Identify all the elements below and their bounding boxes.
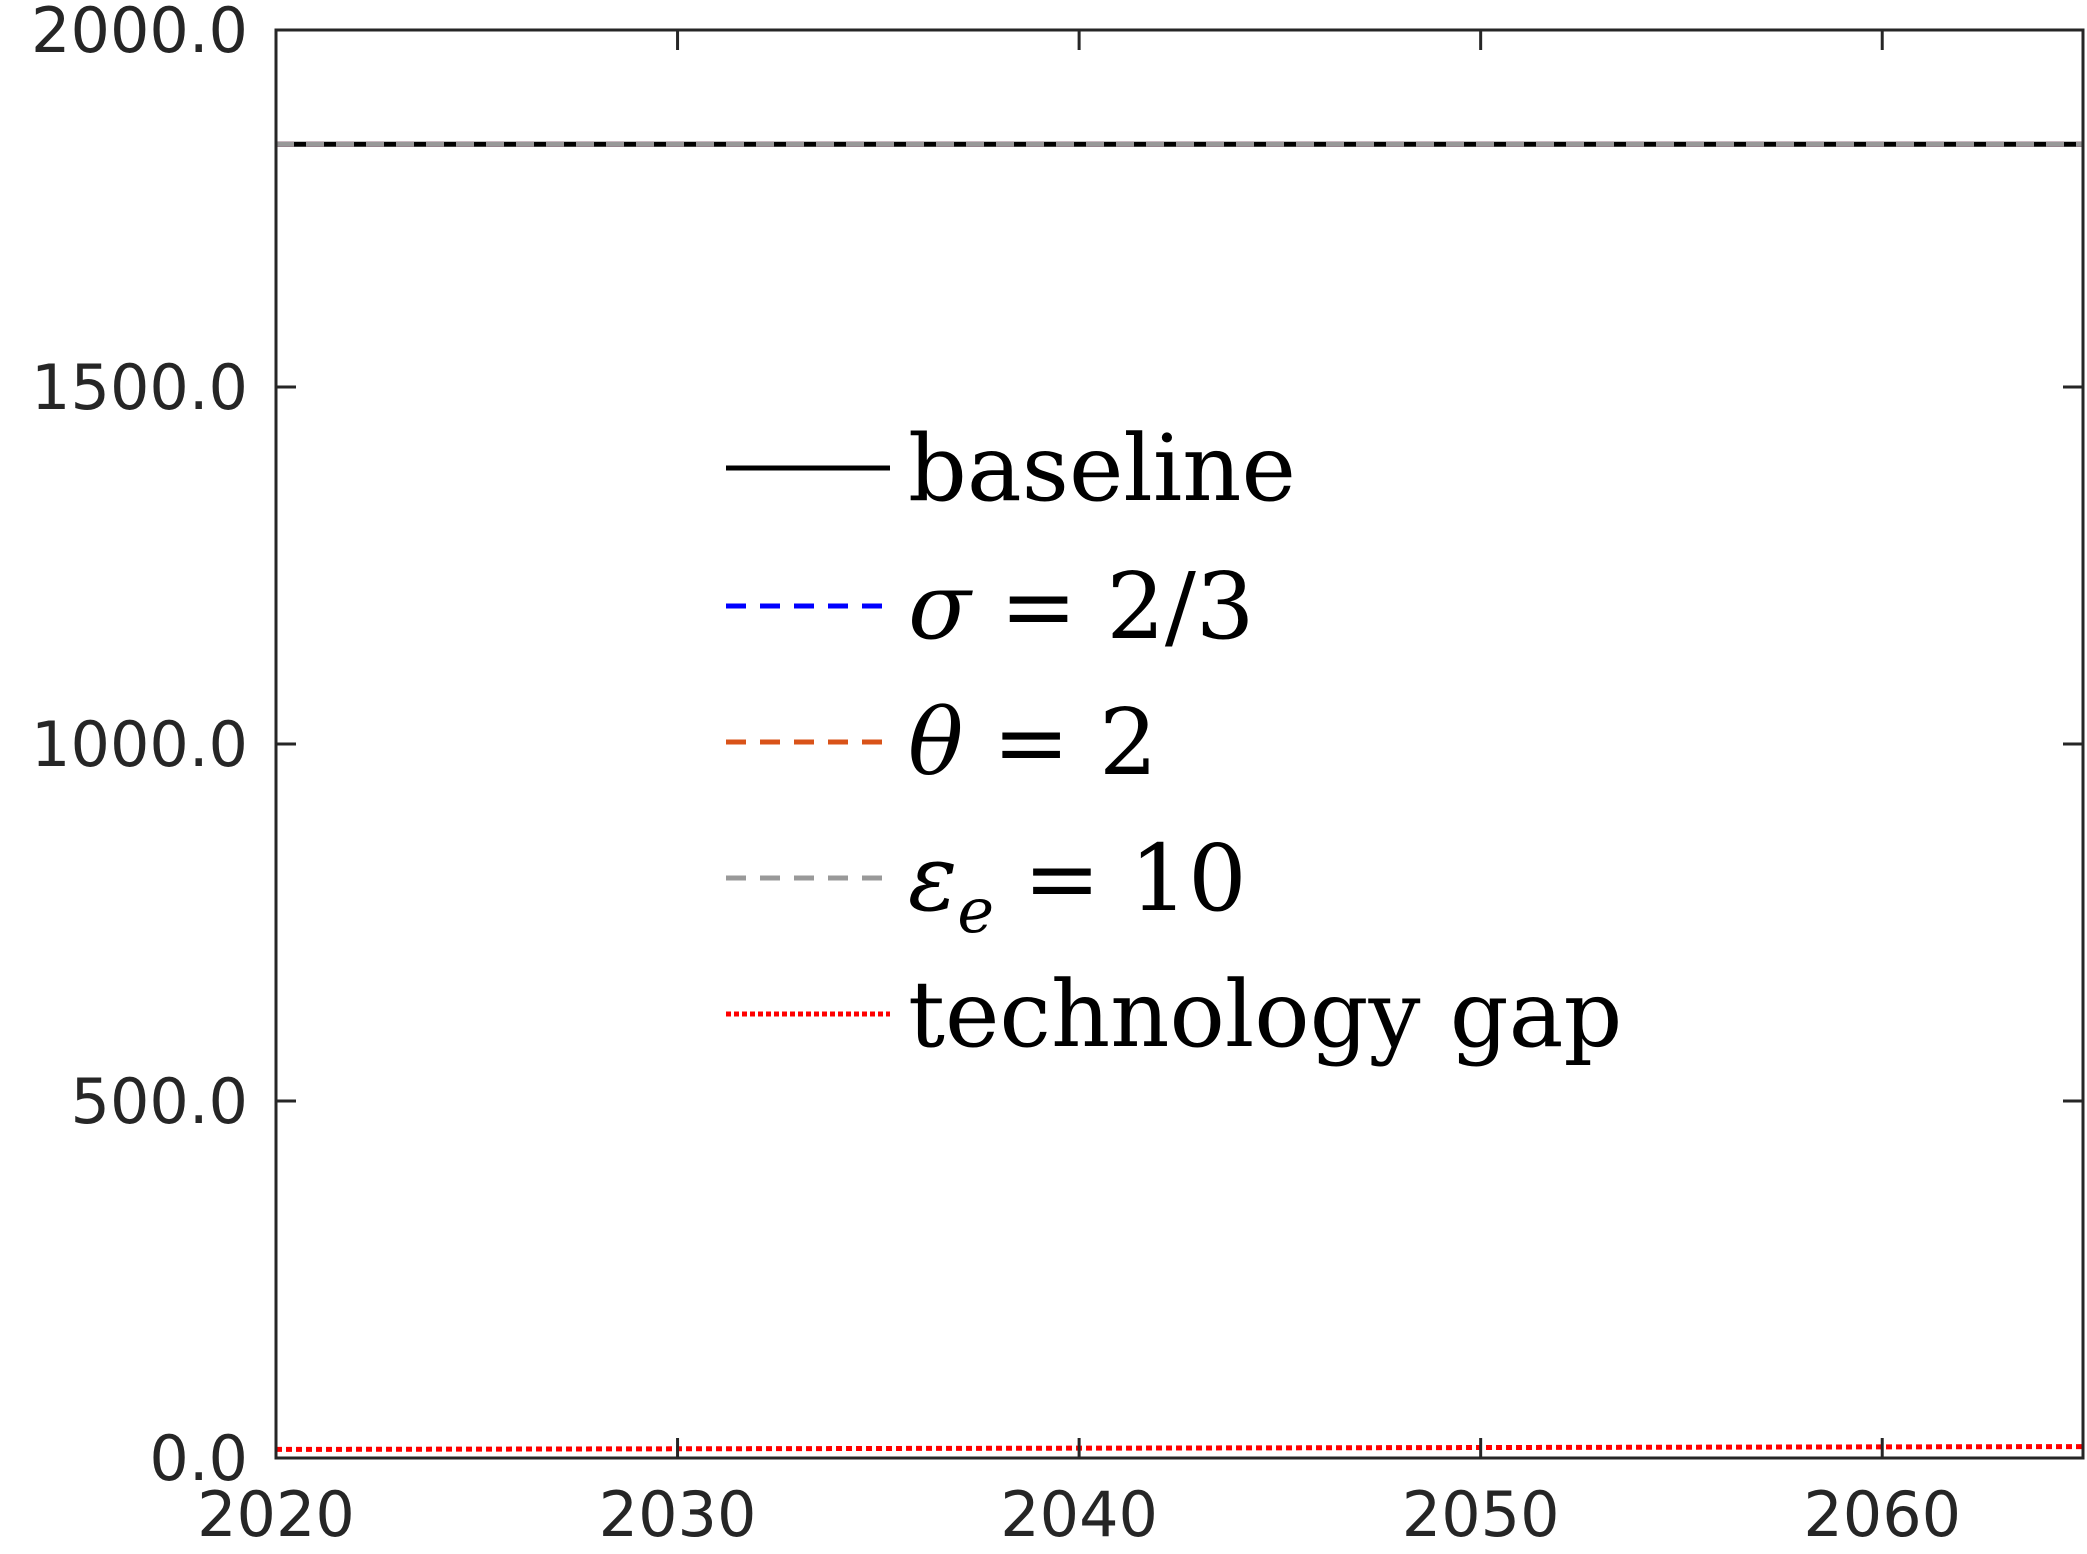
series-line-4 [275,1444,2084,1452]
legend-label-1: σ = 2/3 [908,553,1254,660]
y-tick-label: 1000.0 [31,708,248,781]
x-tick-label: 2020 [197,1478,355,1551]
y-tick-label: 500.0 [71,1065,249,1138]
tick-labels: 2020 2030 2040 2050 2060 0.0 500.0 1000.0 1500.0… [31,0,1961,1551]
legend-label-2: θ = 2 [908,689,1158,796]
x-tick-label: 2050 [1402,1478,1560,1551]
x-tick-label: 2040 [1000,1478,1158,1551]
legend: baseline σ = 2/3 θ = 2 εe = 10 technology ga… [726,415,1622,1068]
legend-label-4: technology gap [908,961,1622,1068]
y-tick-label: 1500.0 [31,351,248,424]
y-tick-label: 2000.0 [31,0,248,67]
axis-ticks [274,28,2083,1460]
x-tick-label: 2030 [599,1478,757,1551]
plot-frame [274,28,2085,1460]
legend-label-0: baseline [908,415,1296,522]
y-tick-label: 0.0 [149,1422,248,1495]
x-tick-label: 2060 [1803,1478,1961,1551]
plot-lines [275,141,2084,1452]
legend-label-3: εe = 10 [908,825,1247,947]
